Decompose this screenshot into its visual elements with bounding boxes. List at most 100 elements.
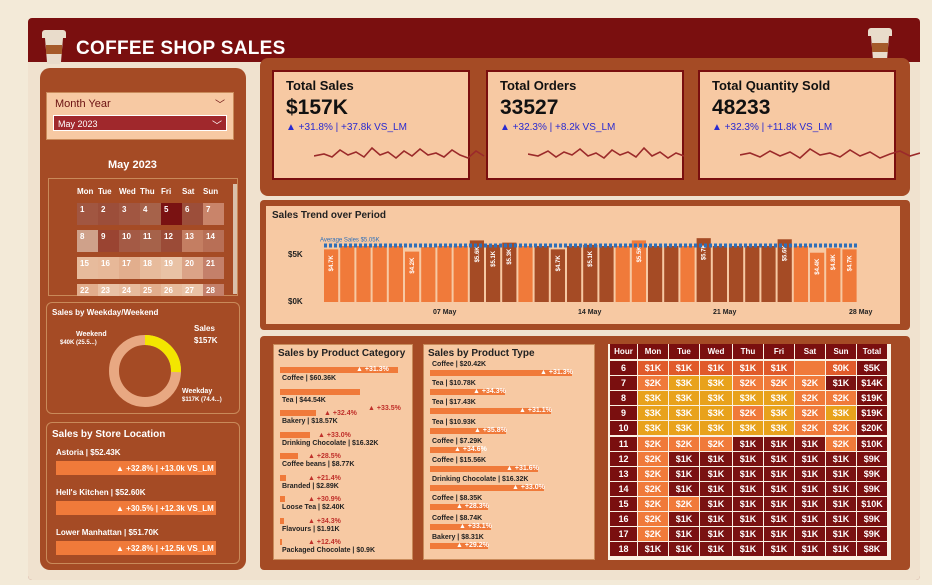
heatmap-cell[interactable]: $1K xyxy=(700,466,732,481)
heatmap-total-cell[interactable]: $14K xyxy=(857,376,887,391)
kpi-card[interactable]: Total Sales $157K ▲ +31.8% | +37.8k VS_LM xyxy=(272,70,485,180)
calendar-date-cell[interactable]: 7 xyxy=(203,203,224,225)
heatmap-hour-cell[interactable]: 16 xyxy=(610,512,637,526)
heatmap-cell[interactable]: $3K xyxy=(733,391,763,406)
product-type-bar[interactable] xyxy=(430,504,488,511)
heatmap-cell[interactable]: $1K xyxy=(795,496,825,511)
calendar-date-cell[interactable]: 15 xyxy=(77,257,98,279)
calendar-date-cell[interactable]: 12 xyxy=(161,230,182,252)
heatmap-cell[interactable]: $1K xyxy=(795,436,825,451)
heatmap-cell[interactable]: $1K xyxy=(669,527,699,542)
heatmap-cell[interactable]: $1K xyxy=(669,542,699,557)
heatmap-cell[interactable]: $2K xyxy=(795,376,825,391)
calendar-date-cell[interactable]: 22 xyxy=(77,284,98,296)
product-type-bar[interactable] xyxy=(430,485,544,492)
heatmap-cell[interactable]: $3K xyxy=(638,406,668,421)
calendar-date-cell[interactable]: 8 xyxy=(77,230,98,252)
heatmap-cell[interactable]: $1K xyxy=(826,481,856,496)
calendar-date-cell[interactable]: 3 xyxy=(119,203,140,225)
product-type-bar[interactable] xyxy=(430,446,481,453)
heatmap-cell[interactable] xyxy=(795,361,825,375)
calendar-date-cell[interactable]: 10 xyxy=(119,230,140,252)
heatmap-cell[interactable]: $2K xyxy=(764,376,794,391)
heatmap-hour-cell[interactable]: 14 xyxy=(610,481,637,496)
calendar-date-cell[interactable]: 4 xyxy=(140,203,161,225)
calendar-date-cell[interactable]: 17 xyxy=(119,257,140,279)
heatmap-cell[interactable]: $1K xyxy=(826,512,856,526)
store-bar[interactable] xyxy=(56,461,216,475)
heatmap-cell[interactable]: $1K xyxy=(795,466,825,481)
store-bar[interactable] xyxy=(56,541,216,555)
heatmap-cell[interactable]: $1K xyxy=(669,481,699,496)
heatmap-cell[interactable]: $1K xyxy=(700,542,732,557)
heatmap-cell[interactable]: $2K xyxy=(669,496,699,511)
heatmap-cell[interactable]: $2K xyxy=(795,391,825,406)
heatmap-cell[interactable]: $1K xyxy=(795,451,825,466)
heatmap-total-cell[interactable]: $8K xyxy=(857,542,887,557)
heatmap-cell[interactable]: $2K xyxy=(638,496,668,511)
heatmap-total-cell[interactable]: $9K xyxy=(857,466,887,481)
heatmap-total-cell[interactable]: $9K xyxy=(857,527,887,542)
heatmap-cell[interactable]: $1K xyxy=(795,512,825,526)
heatmap-total-cell[interactable]: $20K xyxy=(857,421,887,436)
heatmap-cell[interactable]: $3K xyxy=(700,421,732,436)
calendar-date-cell[interactable]: 21 xyxy=(203,257,224,279)
heatmap-total-cell[interactable]: $19K xyxy=(857,406,887,421)
heatmap-cell[interactable]: $2K xyxy=(733,406,763,421)
heatmap-cell[interactable]: $3K xyxy=(669,421,699,436)
calendar-date-cell[interactable]: 11 xyxy=(140,230,161,252)
heatmap-cell[interactable]: $2K xyxy=(638,436,668,451)
heatmap-hour-cell[interactable]: 12 xyxy=(610,451,637,466)
heatmap-hour-cell[interactable]: 6 xyxy=(610,361,637,375)
heatmap-hour-cell[interactable]: 11 xyxy=(610,436,637,451)
product-type-bar[interactable] xyxy=(430,370,572,376)
heatmap-cell[interactable]: $3K xyxy=(733,421,763,436)
heatmap-cell[interactable]: $1K xyxy=(700,481,732,496)
product-type-bar[interactable] xyxy=(430,542,488,549)
heatmap-cell[interactable]: $0K xyxy=(826,361,856,375)
heatmap-cell[interactable]: $3K xyxy=(669,406,699,421)
heatmap-cell[interactable]: $1K xyxy=(826,527,856,542)
heatmap-cell[interactable]: $3K xyxy=(764,391,794,406)
heatmap-cell[interactable]: $1K xyxy=(733,361,763,375)
product-type-bar[interactable] xyxy=(430,523,491,530)
product-type-bar[interactable] xyxy=(430,427,506,434)
calendar-scrollbar[interactable] xyxy=(233,184,237,294)
heatmap-cell[interactable]: $2K xyxy=(826,421,856,436)
heatmap-cell[interactable]: $1K xyxy=(764,527,794,542)
heatmap-cell[interactable]: $1K xyxy=(764,451,794,466)
heatmap-cell[interactable]: $1K xyxy=(795,527,825,542)
heatmap-hour-cell[interactable]: 17 xyxy=(610,527,637,542)
heatmap-cell[interactable]: $1K xyxy=(733,542,763,557)
heatmap-cell[interactable]: $1K xyxy=(764,496,794,511)
heatmap-cell[interactable]: $3K xyxy=(700,406,732,421)
heatmap-cell[interactable]: $1K xyxy=(733,527,763,542)
month-year-slicer[interactable]: Month Year ﹀ May 2023 ﹀ xyxy=(46,92,234,140)
heatmap-cell[interactable]: $2K xyxy=(826,436,856,451)
calendar-date-cell[interactable]: 26 xyxy=(161,284,182,296)
heatmap-cell[interactable]: $3K xyxy=(700,376,732,391)
category-bar[interactable] xyxy=(280,539,282,545)
heatmap-cell[interactable]: $1K xyxy=(700,527,732,542)
category-bar[interactable] xyxy=(280,517,284,524)
heatmap-cell[interactable]: $1K xyxy=(733,436,763,451)
category-bar[interactable] xyxy=(280,388,360,395)
heatmap-cell[interactable]: $1K xyxy=(795,481,825,496)
heatmap-total-cell[interactable]: $10K xyxy=(857,436,887,451)
heatmap-cell[interactable]: $1K xyxy=(826,376,856,391)
heatmap-cell[interactable]: $1K xyxy=(764,542,794,557)
chevron-down-icon[interactable]: ﹀ xyxy=(215,100,225,111)
heatmap-cell[interactable]: $1K xyxy=(700,361,732,375)
category-bar[interactable] xyxy=(280,410,316,416)
heatmap-cell[interactable]: $1K xyxy=(700,451,732,466)
calendar-date-cell[interactable]: 18 xyxy=(140,257,161,279)
heatmap-hour-cell[interactable]: 7 xyxy=(610,376,637,391)
calendar-date-cell[interactable]: 16 xyxy=(98,257,119,279)
product-type-bar[interactable] xyxy=(430,466,538,472)
calendar-date-cell[interactable]: 24 xyxy=(119,284,140,296)
heatmap-cell[interactable]: $3K xyxy=(764,406,794,421)
heatmap-cell[interactable]: $1K xyxy=(733,481,763,496)
heatmap-cell[interactable]: $2K xyxy=(638,466,668,481)
heatmap-cell[interactable]: $2K xyxy=(700,436,732,451)
heatmap-hour-cell[interactable]: 8 xyxy=(610,391,637,406)
